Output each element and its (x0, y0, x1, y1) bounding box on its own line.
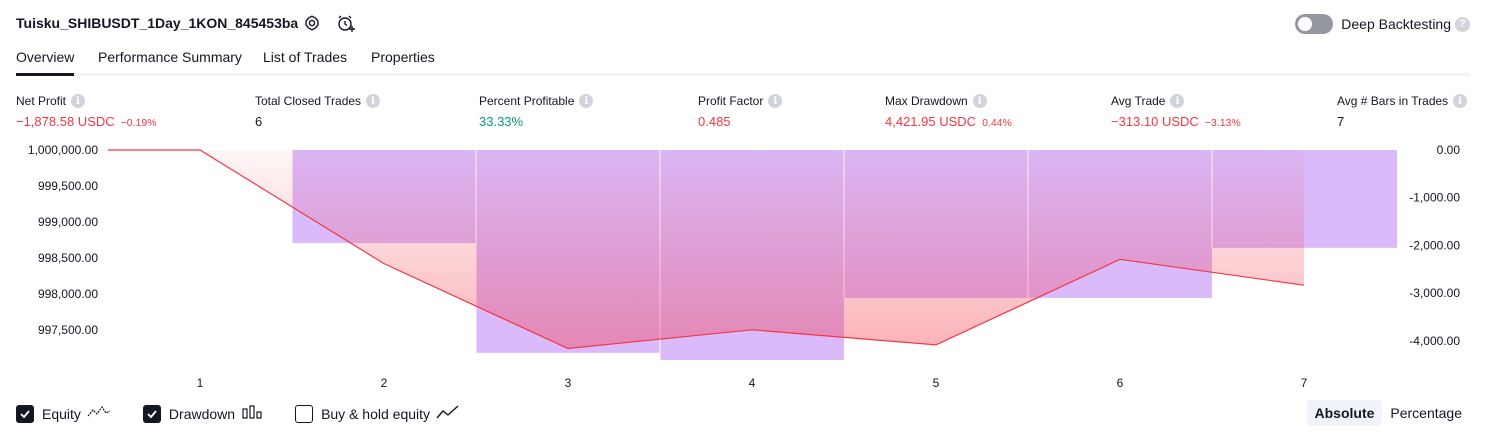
equity-area (108, 150, 1304, 349)
report-tabs: Overview Performance Summary List of Tra… (16, 46, 1470, 76)
info-icon[interactable]: i (972, 94, 987, 108)
stat-label: Avg Trade (1111, 94, 1166, 108)
buy-hold-line-icon (436, 404, 460, 423)
stat-label: Total Closed Trades (255, 94, 362, 108)
scale-mode-switch: Absolute Percentage (1306, 400, 1471, 426)
x-axis-tick-label: 1 (197, 376, 204, 390)
right-axis-tick-label: -4,000.00 (1409, 334, 1460, 348)
left-axis-tick-label: 997,500.00 (38, 323, 98, 337)
legend-buy-hold[interactable]: Buy & hold equity (295, 404, 460, 423)
equity-line-icon (87, 404, 111, 423)
stat-value: 6 (255, 114, 263, 129)
legend-label: Drawdown (168, 405, 236, 422)
chart-legend: Equity Drawdown Buy & hold equity (16, 404, 492, 423)
deep-backtesting-toggle[interactable] (1295, 14, 1334, 34)
info-icon[interactable]: i (579, 94, 594, 108)
left-axis-tick-label: 999,000.00 (38, 215, 98, 229)
stat-total-closed-trades: Total Closed Trades i 6 (255, 94, 381, 129)
deep-backtesting-label: Deep Backtesting (1341, 16, 1451, 32)
right-axis-tick-label: 0.00 (1437, 143, 1461, 157)
x-axis-tick-label: 6 (1117, 376, 1124, 390)
left-axis-tick-label: 1,000,000.00 (28, 143, 98, 157)
equity-drawdown-chart: 1,000,000.00 999,500.00 999,000.00 998,500.… (28, 143, 1461, 390)
stat-max-drawdown: Max Drawdown i 4,421.95 USDC 0.44% (885, 94, 1012, 129)
legend-drawdown[interactable]: Drawdown (142, 404, 263, 423)
stat-subvalue: −0.19% (120, 117, 157, 129)
add-alert-icon[interactable] (336, 13, 356, 33)
tab-list-of-trades[interactable]: List of Trades (263, 49, 348, 65)
info-icon[interactable]: i (71, 94, 86, 108)
drawdown-bars-icon (241, 404, 263, 423)
x-axis-tick-label: 4 (749, 376, 756, 390)
legend-equity[interactable]: Equity (16, 404, 111, 423)
stat-value: 4,421.95 USDC (885, 114, 977, 129)
stat-label: Profit Factor (698, 94, 764, 108)
info-icon[interactable]: i (1453, 94, 1468, 108)
left-axis-tick-label: 998,000.00 (38, 287, 98, 301)
percentage-button[interactable]: Percentage (1390, 405, 1462, 421)
left-axis-tick-label: 999,500.00 (38, 179, 98, 193)
info-icon[interactable]: i (366, 94, 381, 108)
report-header: Tuisku_SHIBUSDT_1Day_1KON_845453ba Deep … (16, 12, 1470, 38)
info-icon[interactable]: i (1170, 94, 1185, 108)
stat-value: −1,878.58 USDC (16, 114, 115, 129)
buy-hold-checkbox[interactable] (295, 404, 314, 423)
right-axis-tick-label: -3,000.00 (1409, 286, 1460, 300)
toggle-knob (1298, 17, 1313, 31)
stat-avg-trade: Avg Trade i −313.10 USDC −3.13% (1111, 94, 1241, 129)
right-axis-tick-label: -2,000.00 (1409, 238, 1460, 252)
stat-profit-factor: Profit Factor i 0.485 (698, 94, 783, 129)
help-icon[interactable]: ? (1455, 16, 1470, 32)
stat-label: Avg # Bars in Trades (1337, 94, 1449, 108)
stat-label: Percent Profitable (479, 94, 575, 108)
absolute-button[interactable]: Absolute (1306, 400, 1383, 426)
deep-backtesting-control: Deep Backtesting ? (1295, 14, 1470, 34)
tab-overview[interactable]: Overview (16, 49, 75, 76)
tab-performance-summary[interactable]: Performance Summary (98, 49, 242, 65)
legend-label: Equity (42, 405, 81, 422)
equity-checkbox[interactable] (16, 404, 34, 423)
stat-percent-profitable: Percent Profitable i 33.33% (479, 94, 594, 129)
stat-value: −313.10 USDC (1111, 114, 1199, 129)
stat-value: 0.485 (698, 114, 731, 129)
stat-value: 33.33% (479, 114, 524, 129)
right-axis-tick-label: -1,000.00 (1409, 191, 1460, 205)
legend-label: Buy & hold equity (321, 405, 431, 422)
stat-avg-bars-in-trades: Avg # Bars in Trades i 7 (1337, 94, 1468, 129)
info-icon[interactable]: i (768, 94, 783, 108)
x-axis-tick-label: 3 (565, 376, 572, 390)
stat-label: Net Profit (16, 94, 67, 108)
stat-label: Max Drawdown (885, 94, 968, 108)
stat-subvalue: −3.13% (1204, 117, 1241, 129)
strategy-title: Tuisku_SHIBUSDT_1Day_1KON_845453ba (16, 15, 299, 31)
x-axis-tick-label: 5 (933, 376, 940, 390)
stat-value: 7 (1337, 114, 1345, 129)
stat-subvalue: 0.44% (982, 117, 1012, 129)
drawdown-checkbox[interactable] (142, 404, 161, 423)
gear-icon[interactable] (302, 13, 322, 33)
equity-line (108, 149, 1305, 350)
tab-properties[interactable]: Properties (371, 49, 435, 65)
x-axis-tick-label: 2 (381, 376, 388, 390)
left-axis-tick-label: 998,500.00 (38, 251, 98, 265)
stat-net-profit: Net Profit i −1,878.58 USDC −0.19% (16, 94, 157, 129)
x-axis-tick-label: 7 (1301, 376, 1308, 390)
